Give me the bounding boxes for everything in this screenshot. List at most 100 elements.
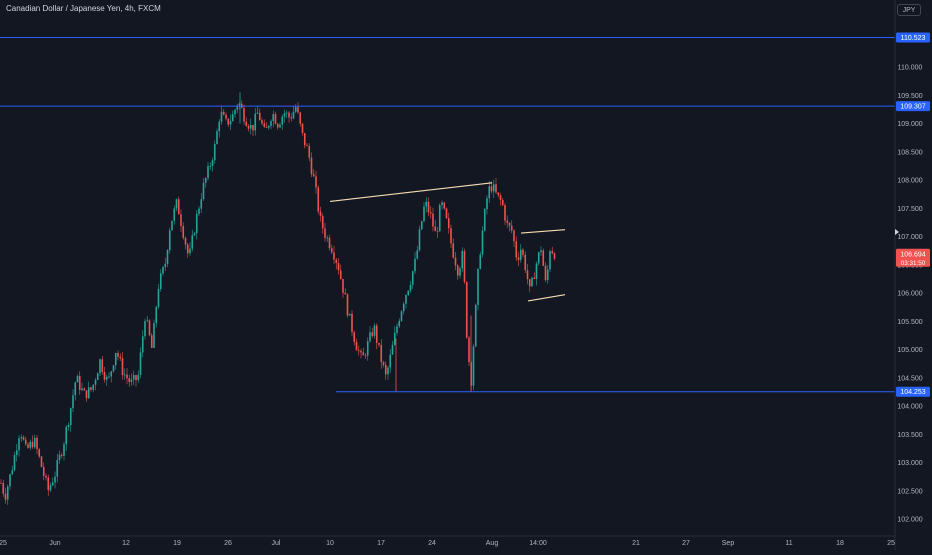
candle-body xyxy=(139,352,142,375)
y-tick-label: 105.500 xyxy=(897,319,922,326)
candle-body xyxy=(292,111,295,119)
price-label: 104.253 xyxy=(900,389,925,396)
x-tick-label: Aug xyxy=(486,540,499,547)
candle-body xyxy=(537,252,540,264)
candle-body xyxy=(0,482,2,484)
candles-layer xyxy=(0,92,556,505)
candle-body xyxy=(504,205,506,221)
candle-body xyxy=(402,303,405,312)
price-axis: 102.000 102.500 103.000 103.500 104.000 104.5… xyxy=(897,65,922,524)
candle-body xyxy=(11,470,14,475)
candle-body xyxy=(274,114,277,124)
x-tick-label: 17 xyxy=(377,540,385,547)
candle-body xyxy=(312,174,315,177)
candle-body xyxy=(342,278,344,293)
candle-body xyxy=(540,250,542,253)
candle-body xyxy=(427,201,430,213)
candle-body xyxy=(384,365,387,375)
candle-body xyxy=(528,279,531,287)
candle-body xyxy=(6,486,9,500)
candle-body xyxy=(78,376,81,390)
x-tick-label: 24 xyxy=(428,540,436,547)
candle-body xyxy=(157,289,160,307)
x-tick-label: 27 xyxy=(682,540,690,547)
candle-body xyxy=(99,359,101,374)
candle-body xyxy=(333,252,335,260)
candle-body xyxy=(60,454,63,456)
candle-body xyxy=(294,107,297,112)
candle-body xyxy=(533,277,536,280)
candle-body xyxy=(321,215,324,229)
x-tick-label: 11 xyxy=(785,540,792,547)
candle-body xyxy=(200,199,203,209)
candle-body xyxy=(438,205,441,232)
candle-body xyxy=(418,229,421,251)
candle-body xyxy=(522,249,524,255)
candle-body xyxy=(130,379,133,382)
candle-body xyxy=(146,320,149,322)
candle-body xyxy=(468,337,470,363)
candle-body xyxy=(400,311,403,321)
candle-body xyxy=(83,388,86,391)
candle-body xyxy=(87,387,90,399)
candle-body xyxy=(483,209,486,231)
candle-body xyxy=(465,281,468,338)
x-tick-label: Jul xyxy=(272,540,281,547)
candle-body xyxy=(216,131,218,145)
candle-body xyxy=(366,341,369,356)
candle-body xyxy=(360,350,362,353)
candle-body xyxy=(110,371,113,377)
candle-body xyxy=(391,344,394,355)
candle-body xyxy=(135,375,137,381)
candle-body xyxy=(499,195,502,200)
candle-body xyxy=(49,485,52,491)
candle-body xyxy=(182,226,185,238)
candle-body xyxy=(168,230,171,251)
candle-body xyxy=(301,123,304,134)
candle-body xyxy=(56,460,59,477)
candle-body xyxy=(339,270,342,279)
candle-body xyxy=(447,218,450,229)
candle-body xyxy=(324,228,326,238)
candle-body xyxy=(357,350,360,352)
candle-body xyxy=(36,437,38,450)
candle-body xyxy=(85,390,88,399)
currency-button[interactable]: JPY xyxy=(897,4,921,16)
candle-body xyxy=(186,244,189,254)
y-tick-label: 104.000 xyxy=(897,404,922,411)
candle-body xyxy=(285,112,288,114)
levels-layer xyxy=(0,36,895,393)
candle-body xyxy=(432,213,434,227)
x-tick-label: 19 xyxy=(173,540,181,547)
candle-body xyxy=(434,226,437,232)
candle-body xyxy=(40,456,43,468)
candle-body xyxy=(81,388,83,390)
candle-body xyxy=(549,251,551,270)
candle-body xyxy=(535,263,538,280)
candle-body xyxy=(31,441,34,448)
candle-body xyxy=(195,213,198,234)
candle-body xyxy=(265,126,268,128)
candle-body xyxy=(67,425,70,427)
y-tick-label: 102.000 xyxy=(897,517,922,524)
candle-body xyxy=(231,114,234,122)
candle-body xyxy=(382,362,385,366)
y-tick-label: 110.000 xyxy=(898,65,923,72)
candle-body xyxy=(74,382,77,396)
candle-body xyxy=(396,326,398,333)
candle-body xyxy=(209,166,212,167)
candle-body xyxy=(308,146,311,158)
candle-body xyxy=(501,199,504,206)
price-label: 106.694 xyxy=(900,251,925,258)
candle-body xyxy=(117,352,119,357)
candle-body xyxy=(326,237,329,239)
x-tick-label: 26 xyxy=(224,540,232,547)
countdown-label: 03:31:50 xyxy=(901,260,926,267)
candle-body xyxy=(353,332,356,342)
candle-body xyxy=(177,199,180,215)
candle-body xyxy=(456,265,459,276)
candle-body xyxy=(234,109,236,115)
candle-body xyxy=(267,125,270,128)
